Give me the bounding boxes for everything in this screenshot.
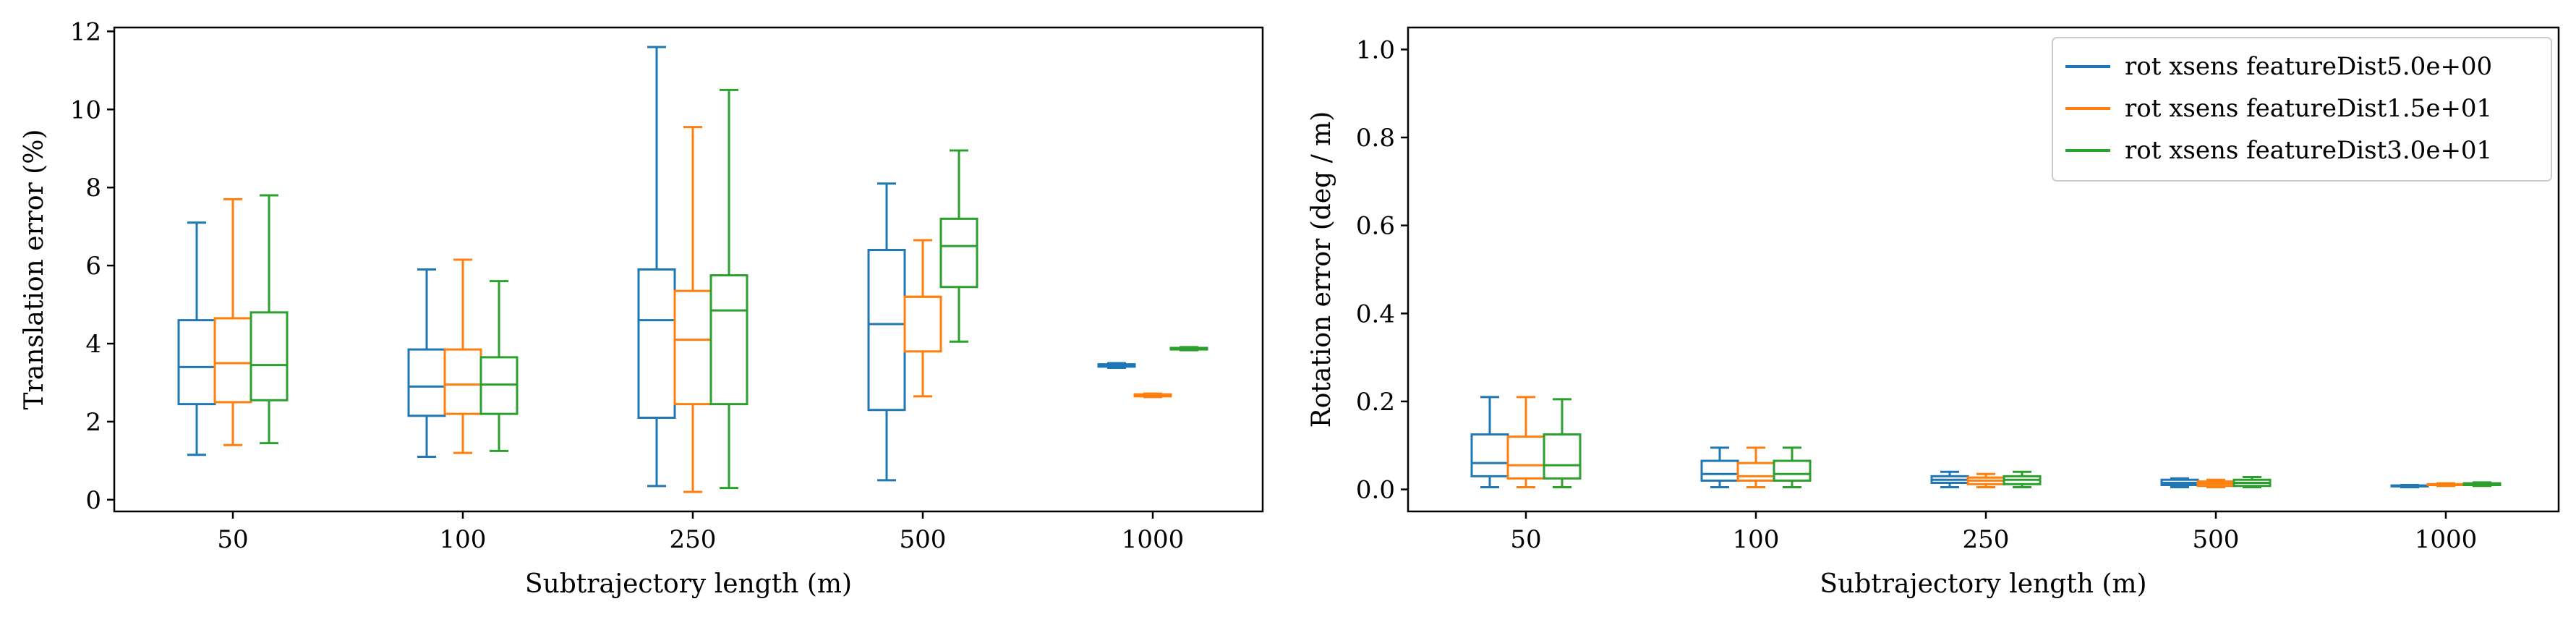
box-plot-series-3-1000 [1169,346,1208,352]
box [709,274,749,406]
translation-error-plot-frame [113,26,1264,513]
rotation-error-plot-frame [1407,26,2560,513]
rotation-error-x-ticks: 50 100 250 500 1000 [1510,511,2477,554]
translation-error-boxes [177,46,1208,493]
box-plot-series-1-1000 [1097,362,1136,369]
box-plot-series-2-100 [1736,446,1775,489]
box-plot-series-2-1000 [2426,482,2465,488]
translation-error-panel: 0 2 4 6 8 10 12 50 100 250 500 1000 Subtrajectory … [20,17,1264,599]
y-tick-label: 10 [70,95,101,124]
box-plot-series-1-50 [177,221,216,456]
legend-label: rot xsens featureDist5.0e+00 [2125,52,2492,81]
y-tick-label: 0.8 [1356,124,1395,153]
x-tick-label: 100 [440,525,487,554]
box-plot-series-3-100 [479,280,519,452]
x-tick-label: 1000 [2415,525,2478,554]
box-plot-series-3-500 [2232,476,2272,489]
legend-frame [2052,37,2552,182]
legend: rot xsens featureDist5.0e+00 rot xsens fe… [2052,37,2552,182]
y-tick-label: 0.6 [1356,212,1395,241]
translation-error-x-ticks: 50 100 250 500 1000 [217,511,1184,554]
y-tick-label: 8 [85,174,101,203]
box-plot-series-3-100 [1773,446,1812,489]
box-plot-series-3-500 [939,149,978,343]
box-plot-series-3-250 [709,88,749,490]
y-tick-label: 6 [85,252,101,281]
y-tick-label: 0.2 [1356,388,1395,417]
box [1773,459,1812,482]
translation-error-y-axis-label: Translation error (%) [20,129,49,410]
x-tick-label: 100 [1733,525,1780,554]
box [250,311,289,401]
box-plot-series-1-500 [2160,477,2199,489]
rotation-error-y-axis-label: Rotation error (deg / m) [1307,111,1336,428]
box-plot-series-1-1000 [2390,484,2429,489]
x-tick-label: 50 [217,525,248,554]
box [1543,433,1582,480]
box-plot-series-3-1000 [2462,481,2502,488]
y-tick-label: 0.4 [1356,299,1395,328]
x-tick-label: 250 [670,525,717,554]
box-plot-series-2-500 [2196,478,2235,489]
y-tick-label: 0.0 [1356,476,1395,505]
box [939,217,978,289]
x-tick-label: 500 [900,525,947,554]
y-tick-label: 2 [85,408,101,437]
x-tick-label: 50 [1510,525,1541,554]
y-tick-label: 1.0 [1356,35,1395,64]
rotation-error-panel: 0.0 0.2 0.4 0.6 0.8 1.0 50 100 250 500 1000 Subtr… [1307,26,2560,599]
translation-error-x-axis-label: Subtrajectory length (m) [525,569,852,599]
legend-label: rot xsens featureDist3.0e+01 [2125,136,2492,165]
rotation-error-y-ticks: 0.0 0.2 0.4 0.6 0.8 1.0 [1356,35,1408,505]
translation-error-y-ticks: 0 2 4 6 8 10 12 [70,17,114,515]
rotation-error-x-axis-label: Subtrajectory length (m) [1820,569,2146,599]
x-tick-label: 500 [2193,525,2240,554]
box-plot-series-2-1000 [1133,392,1172,399]
y-tick-label: 4 [85,330,101,359]
box-plot-series-3-250 [2003,470,2042,489]
x-tick-label: 1000 [1122,525,1185,554]
box-plot-series-2-500 [903,239,942,398]
legend-label: rot xsens featureDist1.5e+01 [2125,94,2492,123]
box-plot-series-2-50 [1506,396,1545,489]
box-plot-series-3-50 [1543,398,1582,489]
rotation-error-boxes [1470,396,2502,489]
x-tick-label: 250 [1963,525,2010,554]
y-tick-label: 12 [70,17,101,46]
y-tick-label: 0 [85,486,101,515]
box-plot-series-3-50 [250,194,289,445]
